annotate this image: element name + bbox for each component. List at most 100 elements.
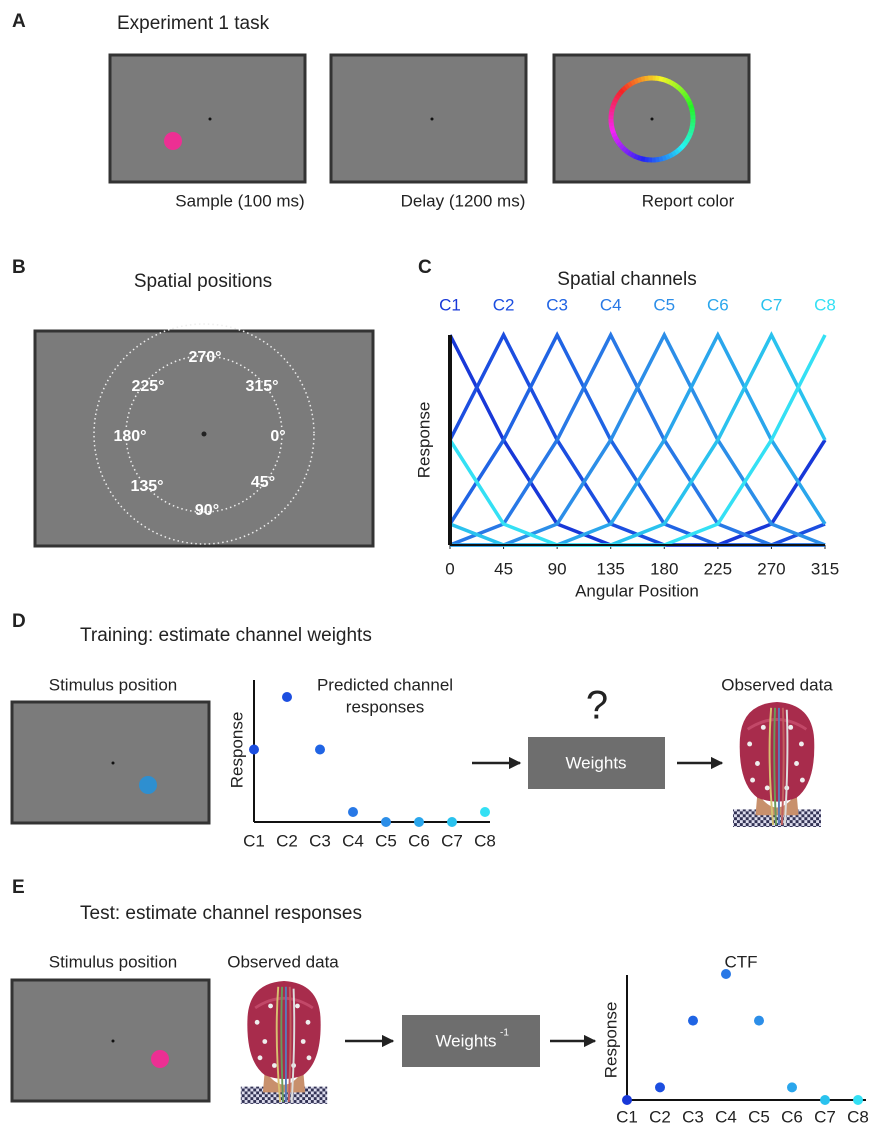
panel-title: Test: estimate channel responses	[80, 903, 362, 924]
chart-title: CTF	[724, 952, 757, 971]
point	[721, 969, 731, 979]
x-axis-label: Angular Position	[575, 581, 699, 600]
weights-label: Weights	[435, 1031, 496, 1050]
x-tick-label: C8	[847, 1107, 869, 1126]
channel-line	[449, 331, 825, 547]
x-tick-label: C7	[441, 831, 463, 850]
y-axis-label: Response	[227, 712, 246, 789]
screen	[33, 329, 375, 548]
angle-label: 45°	[251, 474, 275, 491]
outer-ring	[93, 323, 315, 545]
screen	[108, 53, 307, 184]
chart-title: Spatial channels	[557, 269, 696, 290]
x-tick-label: C4	[715, 1107, 737, 1126]
inner-ring	[125, 355, 283, 513]
x-tick-label: C4	[342, 831, 364, 850]
channel-line	[448, 334, 827, 547]
weights-box	[528, 737, 665, 789]
x-tick-label: C3	[682, 1107, 704, 1126]
point	[754, 1015, 764, 1026]
point	[622, 1095, 632, 1105]
x-tick-label: 315	[811, 559, 839, 578]
x-tick-label: C2	[649, 1107, 671, 1126]
stimulus-dot	[139, 776, 157, 794]
color-ring	[608, 75, 696, 163]
fixation	[111, 761, 115, 765]
screen-caption: Sample (100 ms)	[175, 191, 304, 210]
sample-dot	[164, 132, 182, 150]
screen	[329, 53, 528, 184]
weights-superscript: -1	[500, 1028, 509, 1039]
channel-line	[448, 334, 827, 547]
angle-label: 135°	[130, 478, 163, 495]
screen	[10, 700, 211, 825]
stimulus-dot	[151, 1050, 169, 1068]
x-tick-label: 90	[548, 559, 567, 578]
panel-title: Experiment 1 task	[117, 13, 270, 34]
y-axis-label: Response	[601, 1002, 620, 1079]
x-tick-label: C6	[408, 831, 430, 850]
screen-caption: Delay (1200 ms)	[401, 191, 526, 210]
x-tick-label: C6	[781, 1107, 803, 1126]
point	[853, 1095, 863, 1105]
screen	[10, 978, 211, 1103]
point	[348, 807, 358, 817]
point	[787, 1082, 797, 1093]
angle-label: 90°	[195, 502, 219, 519]
eeg-head	[731, 700, 823, 827]
eeg-head	[239, 979, 329, 1105]
x-tick-label: 0	[445, 559, 454, 578]
panel-title: Spatial positions	[134, 271, 272, 292]
chart-title: responses	[346, 697, 424, 716]
legend-label: C4	[600, 295, 622, 314]
observed-label: Observed data	[227, 952, 339, 971]
weights-label: Weights	[565, 753, 626, 772]
stimulus-label: Stimulus position	[49, 952, 178, 971]
point	[447, 817, 457, 827]
legend-label: C6	[707, 295, 729, 314]
legend-label: C5	[653, 295, 675, 314]
screen-caption: Report color	[642, 191, 735, 210]
point	[381, 817, 391, 827]
point	[480, 807, 490, 817]
x-tick-label: 270	[757, 559, 785, 578]
channel-line	[449, 331, 827, 547]
x-tick-label: 180	[650, 559, 678, 578]
x-tick-label: C1	[243, 831, 265, 850]
x-tick-label: C7	[814, 1107, 836, 1126]
legend-label: C7	[761, 295, 783, 314]
point	[315, 744, 325, 755]
angle-label: 0°	[270, 428, 285, 445]
channel-line	[450, 331, 827, 547]
point	[655, 1082, 665, 1093]
point	[282, 692, 292, 702]
fixation	[430, 117, 434, 121]
weights-box	[402, 1015, 540, 1067]
x-tick-label: C3	[309, 831, 331, 850]
fixation	[111, 1039, 115, 1043]
x-tick-label: C5	[375, 831, 397, 850]
chart-title: Predicted channel	[317, 675, 453, 694]
point	[414, 817, 424, 827]
fixation	[650, 117, 654, 121]
x-tick-label: 225	[704, 559, 732, 578]
channel-line	[448, 331, 825, 547]
legend-label: C2	[493, 295, 515, 314]
angle-label: 225°	[131, 378, 164, 395]
x-tick-label: C8	[474, 831, 496, 850]
point	[688, 1015, 698, 1026]
x-tick-label: C5	[748, 1107, 770, 1126]
fixation	[208, 117, 212, 121]
x-tick-label: C1	[616, 1107, 638, 1126]
panel-label: B	[12, 257, 26, 278]
y-axis-label: Response	[414, 402, 433, 479]
channel-line	[448, 331, 826, 547]
fixation	[201, 431, 207, 437]
x-tick-label: C2	[276, 831, 298, 850]
stimulus-label: Stimulus position	[49, 675, 178, 694]
angle-label: 270°	[188, 349, 221, 366]
panel-title: Training: estimate channel weights	[80, 625, 372, 646]
x-tick-label: 45	[494, 559, 513, 578]
question-mark: ?	[586, 684, 608, 728]
